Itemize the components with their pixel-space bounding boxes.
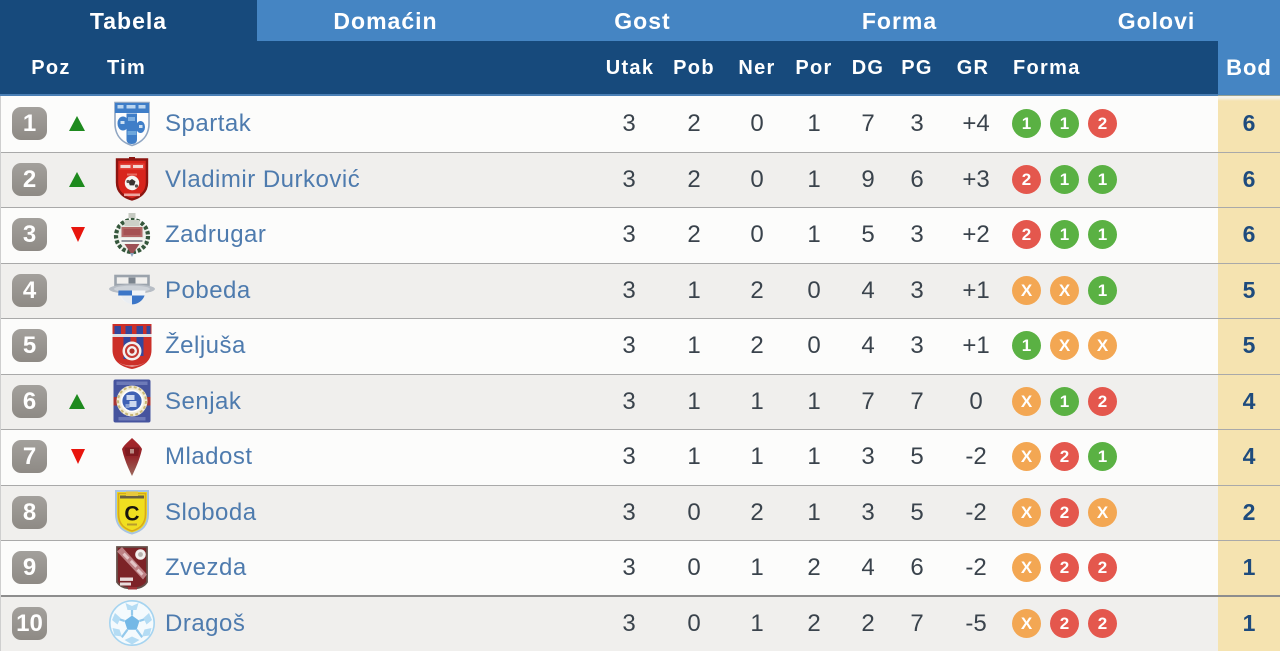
svg-text:C: C xyxy=(124,503,139,526)
